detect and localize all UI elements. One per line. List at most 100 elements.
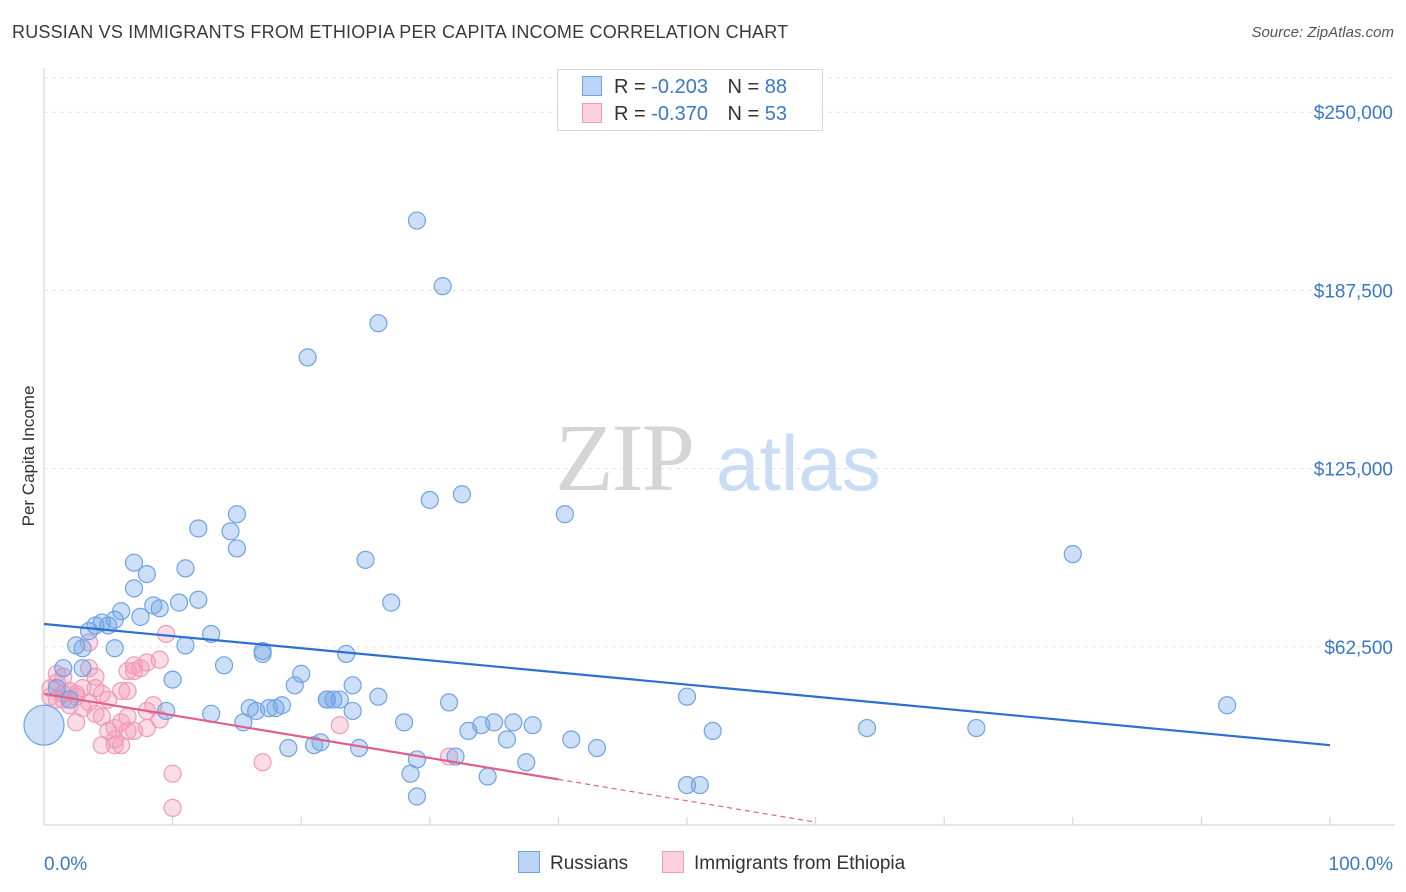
ethiopia-trend-extension xyxy=(558,778,816,823)
source-credit: Source: ZipAtlas.com xyxy=(1251,24,1394,41)
bottom-legend-russians-label: Russians xyxy=(550,853,629,874)
russian-point-42 xyxy=(311,733,330,752)
ethiopia-point-35 xyxy=(137,718,156,738)
russian-point-77 xyxy=(690,775,709,795)
legend-n-label: N = xyxy=(727,103,760,125)
russian-point-1 xyxy=(54,659,73,678)
russian-point-28 xyxy=(227,505,246,524)
russian-point-12 xyxy=(124,553,144,572)
russian-point-61 xyxy=(439,693,459,712)
gridlines xyxy=(44,77,1395,648)
bottom-legend-ethiopia: Immigrants from Ethiopia xyxy=(662,851,905,875)
bottom-legend-russians: Russians xyxy=(518,851,628,875)
ethiopia-point-26 xyxy=(118,681,137,701)
ethiopia-point-51 xyxy=(118,721,137,741)
russians-trend-line xyxy=(43,622,1331,747)
russian-point-45 xyxy=(330,690,349,709)
x-tick-label-1: 100.0% xyxy=(1329,854,1394,875)
russian-point-19 xyxy=(176,559,195,578)
russian-point-81 xyxy=(1063,545,1082,564)
russian-point-56 xyxy=(407,211,427,230)
russian-point-33 xyxy=(253,644,272,664)
russian-point-24 xyxy=(202,624,221,644)
russian-point-48 xyxy=(343,701,362,721)
ethiopia-point-48 xyxy=(105,736,124,755)
russian-point-80 xyxy=(967,718,986,738)
legend-r-value-russians: -0.203 xyxy=(651,76,708,98)
watermark-atlas: atlas xyxy=(716,419,881,507)
russian-point-54 xyxy=(394,713,414,732)
russian-point-75 xyxy=(677,775,697,795)
trend-lines xyxy=(43,622,1331,823)
russian-point-69 xyxy=(504,713,523,732)
russian-point-87 xyxy=(157,701,176,721)
russian-point-4 xyxy=(73,639,92,658)
russian-point-13 xyxy=(131,607,150,626)
russian-point-14 xyxy=(137,564,156,584)
russian-point-39 xyxy=(292,664,311,683)
russian-point-16 xyxy=(150,599,169,618)
russian-point-78 xyxy=(703,721,722,741)
y-axis-title: Per Capita Income xyxy=(19,386,38,527)
ethiopia-point-43 xyxy=(330,716,349,735)
russian-point-38 xyxy=(285,676,304,695)
legend-n-value-ethiopia: 53 xyxy=(764,103,788,125)
russian-point-20 xyxy=(176,636,195,655)
correlation-legend: R = -0.203 N = 88 R = -0.370 N = 53 xyxy=(557,69,823,131)
ethiopia-points xyxy=(41,624,459,817)
axis-labels: $62,500 $125,000 $187,500 $250,000 0.0% 100.0… xyxy=(19,103,1393,875)
russian-point-70 xyxy=(517,753,536,772)
bottom-legend-ethiopia-label: Immigrants from Ethiopia xyxy=(694,853,906,874)
chart-title: RUSSIAN VS IMMIGRANTS FROM ETHIOPIA PER … xyxy=(12,22,789,42)
bottom-legend-swatch-pink xyxy=(662,851,684,873)
legend-r-label: R = xyxy=(614,76,646,98)
russian-point-22 xyxy=(189,590,208,609)
ethiopia-point-41 xyxy=(163,798,182,817)
x-tick-label-0: 0.0% xyxy=(44,854,87,875)
russian-point-10 xyxy=(112,602,131,621)
y-tick-label-1: $125,000 xyxy=(1314,460,1393,481)
russian-point-53 xyxy=(382,593,401,612)
russian-point-60 xyxy=(433,277,452,296)
russian-point-66 xyxy=(478,767,497,786)
axes xyxy=(43,68,1395,826)
russian-point-25 xyxy=(214,656,234,675)
bottom-legend-swatch-blue xyxy=(518,851,540,873)
russian-point-82 xyxy=(1218,696,1237,715)
russian-point-50 xyxy=(356,550,375,569)
russian-point-40 xyxy=(298,348,317,367)
russian-point-51 xyxy=(369,687,388,706)
zipatlas-watermark: ZIP atlas xyxy=(555,404,881,511)
russian-point-73 xyxy=(562,730,581,749)
russian-point-47 xyxy=(343,676,362,695)
russian-point-76 xyxy=(677,687,697,706)
y-tick-label-3: $250,000 xyxy=(1314,103,1393,124)
legend-swatch-blue xyxy=(582,76,602,96)
ethiopia-trend-line xyxy=(43,692,559,781)
russian-point-57 xyxy=(407,787,427,806)
legend-row-russians: R = -0.203 N = 88 xyxy=(582,76,787,100)
russian-point-11 xyxy=(124,579,144,598)
russian-point-59 xyxy=(420,490,439,510)
russian-point-44 xyxy=(324,690,343,709)
ethiopia-point-37 xyxy=(150,650,169,669)
russian-point-17 xyxy=(163,670,182,689)
russian-point-68 xyxy=(497,730,517,749)
russian-point-27 xyxy=(227,539,246,558)
russian-point-86 xyxy=(105,639,124,658)
ethiopia-point-23 xyxy=(112,681,131,701)
y-tick-label-2: $187,500 xyxy=(1314,281,1393,302)
ethiopia-point-40 xyxy=(163,764,182,783)
legend-n-label: N = xyxy=(727,76,760,98)
legend-row-ethiopia: R = -0.370 N = 53 xyxy=(582,103,787,127)
russian-point-79 xyxy=(857,718,877,738)
russian-point-83 xyxy=(73,659,92,678)
russian-point-21 xyxy=(189,519,208,538)
russian-point-71 xyxy=(523,716,542,735)
legend-r-label: R = xyxy=(614,103,646,125)
russian-point-63 xyxy=(452,485,472,504)
russian-point-67 xyxy=(485,713,504,732)
russian-point-52 xyxy=(369,314,388,333)
russian-points xyxy=(23,211,1237,806)
